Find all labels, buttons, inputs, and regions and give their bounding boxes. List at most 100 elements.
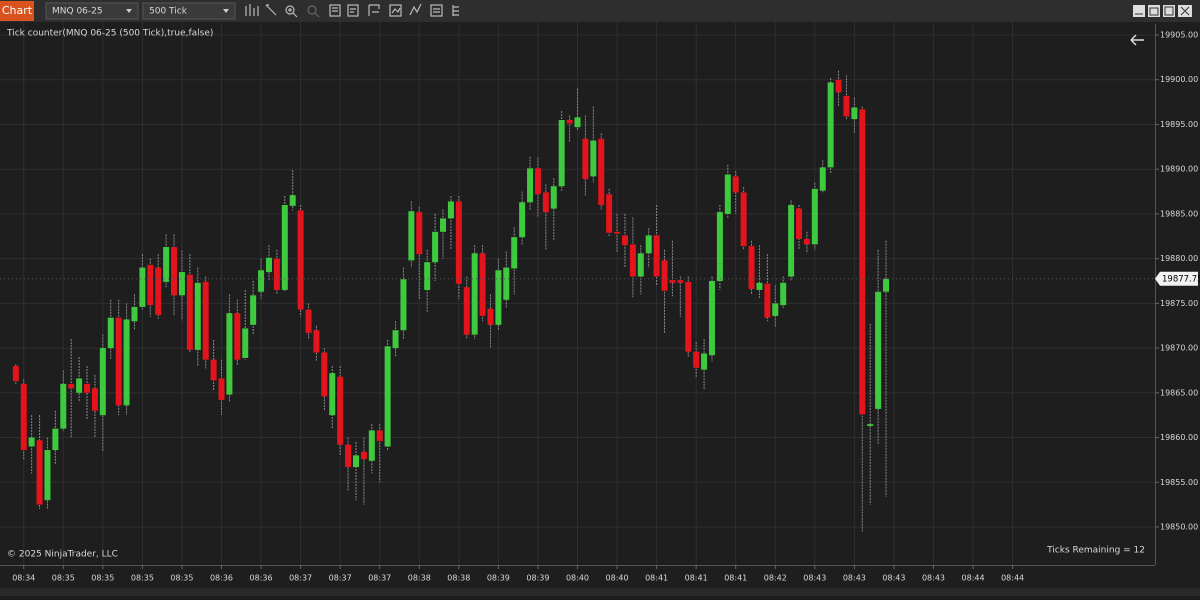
candle-body	[875, 291, 882, 409]
y-tick-label: 19865.00	[1160, 388, 1198, 397]
x-tick-label: 08:36	[250, 574, 273, 583]
candle-body	[471, 253, 478, 335]
candle-body	[455, 201, 462, 284]
candle-body	[756, 282, 763, 290]
x-tick-label: 08:36	[210, 574, 233, 583]
candle-body	[835, 79, 842, 93]
x-tick-label: 08:41	[724, 574, 747, 583]
candle-body	[376, 430, 383, 442]
candle-body	[163, 247, 170, 282]
candle-body	[210, 359, 217, 381]
candle-body	[12, 365, 19, 382]
toolbar	[0, 0, 1200, 22]
candle-body	[590, 140, 597, 177]
candle-body	[281, 204, 288, 290]
candle-body	[178, 272, 185, 296]
candle-body	[139, 267, 146, 307]
candle-body	[218, 378, 225, 400]
candle-body	[708, 281, 715, 356]
y-tick-label: 19880.00	[1160, 254, 1198, 263]
y-tick-label: 19850.00	[1160, 522, 1198, 531]
candle-body	[677, 280, 684, 283]
scroll-back-arrow[interactable]	[1130, 34, 1144, 46]
x-tick-label: 08:34	[12, 574, 35, 583]
chart-button-label[interactable]: Chart	[2, 4, 33, 17]
x-tick-label: 08:40	[606, 574, 629, 583]
candle-body	[297, 210, 304, 310]
y-tick-label: 19895.00	[1160, 120, 1198, 129]
candle-body	[645, 235, 652, 254]
candle-body	[693, 351, 700, 368]
candle-body	[305, 309, 312, 333]
candle-body	[701, 353, 708, 370]
candle-body	[20, 383, 27, 451]
candle-body	[60, 383, 67, 429]
candle-body	[780, 282, 787, 306]
x-tick-label: 08:35	[52, 574, 75, 583]
x-tick-label: 08:35	[131, 574, 154, 583]
candle-body	[661, 260, 668, 291]
instrument-label[interactable]: MNQ 06-25	[52, 7, 103, 17]
x-tick-label: 08:44	[1001, 574, 1024, 583]
y-tick-label: 19855.00	[1160, 478, 1198, 487]
candle-body	[115, 317, 122, 406]
price-marker	[1155, 271, 1198, 286]
candle-body	[202, 281, 209, 360]
candle-body	[479, 253, 486, 316]
interval-select[interactable]	[142, 2, 236, 20]
candle-body	[764, 283, 771, 318]
candle-body	[424, 262, 431, 290]
candle-body	[606, 194, 613, 233]
candle-body	[637, 253, 644, 277]
candle-body	[368, 430, 375, 461]
candle-body	[194, 282, 201, 350]
candle-body	[91, 388, 98, 411]
x-tick-label: 08:41	[685, 574, 708, 583]
interval-label[interactable]: 500 Tick	[149, 7, 188, 17]
candle-body	[558, 119, 565, 187]
y-tick-label: 19900.00	[1160, 75, 1198, 84]
candle-body	[68, 383, 75, 389]
candle-body	[242, 328, 249, 358]
candle-body	[598, 138, 605, 205]
scrollbar[interactable]	[0, 588, 1200, 596]
toolbar-icons[interactable]	[245, 3, 459, 18]
x-tick-label: 08:43	[843, 574, 866, 583]
instrument-select[interactable]	[45, 2, 139, 20]
candle-body	[527, 168, 534, 203]
window-controls[interactable]	[1133, 5, 1192, 17]
dropdown-arrow	[223, 9, 229, 13]
candle-body	[621, 235, 628, 246]
candle-body	[503, 267, 510, 300]
candle-body	[851, 107, 858, 120]
y-tick-label: 19875.00	[1160, 299, 1198, 308]
candle-body	[234, 313, 241, 360]
price-marker-label: 19877.75	[1162, 274, 1200, 284]
copyright: © 2025 NinjaTrader, LLC	[7, 550, 118, 560]
chart-button[interactable]	[0, 1, 34, 21]
x-tick-label: 08:37	[289, 574, 312, 583]
dropdown-arrow	[126, 9, 132, 13]
x-tick-label: 08:44	[962, 574, 985, 583]
candle-body	[155, 267, 162, 315]
candle-body	[582, 138, 589, 180]
x-tick-label: 08:43	[922, 574, 945, 583]
candle-body	[534, 168, 541, 195]
x-tick-label: 08:35	[91, 574, 114, 583]
candle-body	[360, 451, 367, 460]
candle-body	[542, 192, 549, 213]
candle-body	[258, 270, 265, 292]
candle-body	[76, 378, 83, 393]
x-tick-label: 08:39	[487, 574, 510, 583]
x-tick-label: 08:43	[882, 574, 905, 583]
candle-body	[803, 238, 810, 245]
candle-body	[384, 346, 391, 447]
y-tick-label: 19860.00	[1160, 433, 1198, 442]
candle-body	[447, 201, 454, 219]
candle-body	[732, 176, 739, 193]
candle-body	[788, 204, 795, 277]
candle-body	[574, 117, 581, 128]
candle-body	[250, 295, 257, 325]
